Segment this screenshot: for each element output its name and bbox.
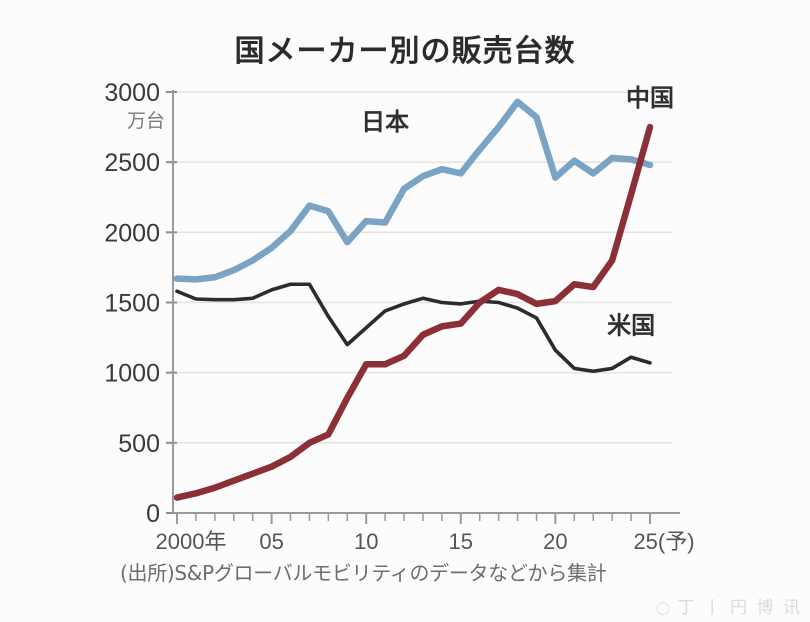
y-axis-tick-label: 1000 [104,360,160,388]
watermark: ○ 丁 丨 円 博 讯 [656,593,802,618]
source-note: (出所)S&Pグローバルモビリティのデータなどから集計 [120,561,607,585]
y-axis-tick-label: 2500 [104,149,160,177]
watermark-text: 丁 丨 円 博 讯 [677,598,802,618]
y-axis-tick-label: 1500 [104,290,160,318]
page-title: 国メーカー別の販売台数 [234,34,576,69]
series-label-china: 中国 [626,84,674,112]
series-label-japan: 日本 [361,108,409,136]
series-line-china [173,123,654,501]
gridlines-group [166,91,672,514]
x-axis-labels-group: 2000年 05 10 15 20 25(予) [156,529,695,554]
x-axis-tick-label: 10 [354,529,378,554]
y-axis-tick-label: 0 [146,500,160,528]
x-axis-tick-label: 25(予) [633,529,694,554]
y-axis-unit-label: 万台 [127,110,165,132]
x-axis-tick-label: 05 [259,529,283,554]
x-axis-tick-label: 15 [449,529,473,554]
y-axis-tick-label: 3000 [104,79,160,107]
y-axis-tick-label: 2000 [104,219,160,247]
y-axis-labels-group: 0 500 1000 1500 2000 2500 3000 [104,79,160,528]
x-axis-tick-label: 2000年 [156,529,227,554]
watermark-glyph: ○ [655,598,673,618]
x-axis-tick-label: 20 [543,529,567,554]
y-axis-tick-label: 500 [118,430,160,458]
series-line-japan [173,98,654,283]
x-axis-ticks-group [176,513,651,524]
data-series-group [173,98,654,501]
series-line-usa [175,282,652,374]
axes-group [172,90,680,514]
series-label-usa: 米国 [607,311,655,339]
